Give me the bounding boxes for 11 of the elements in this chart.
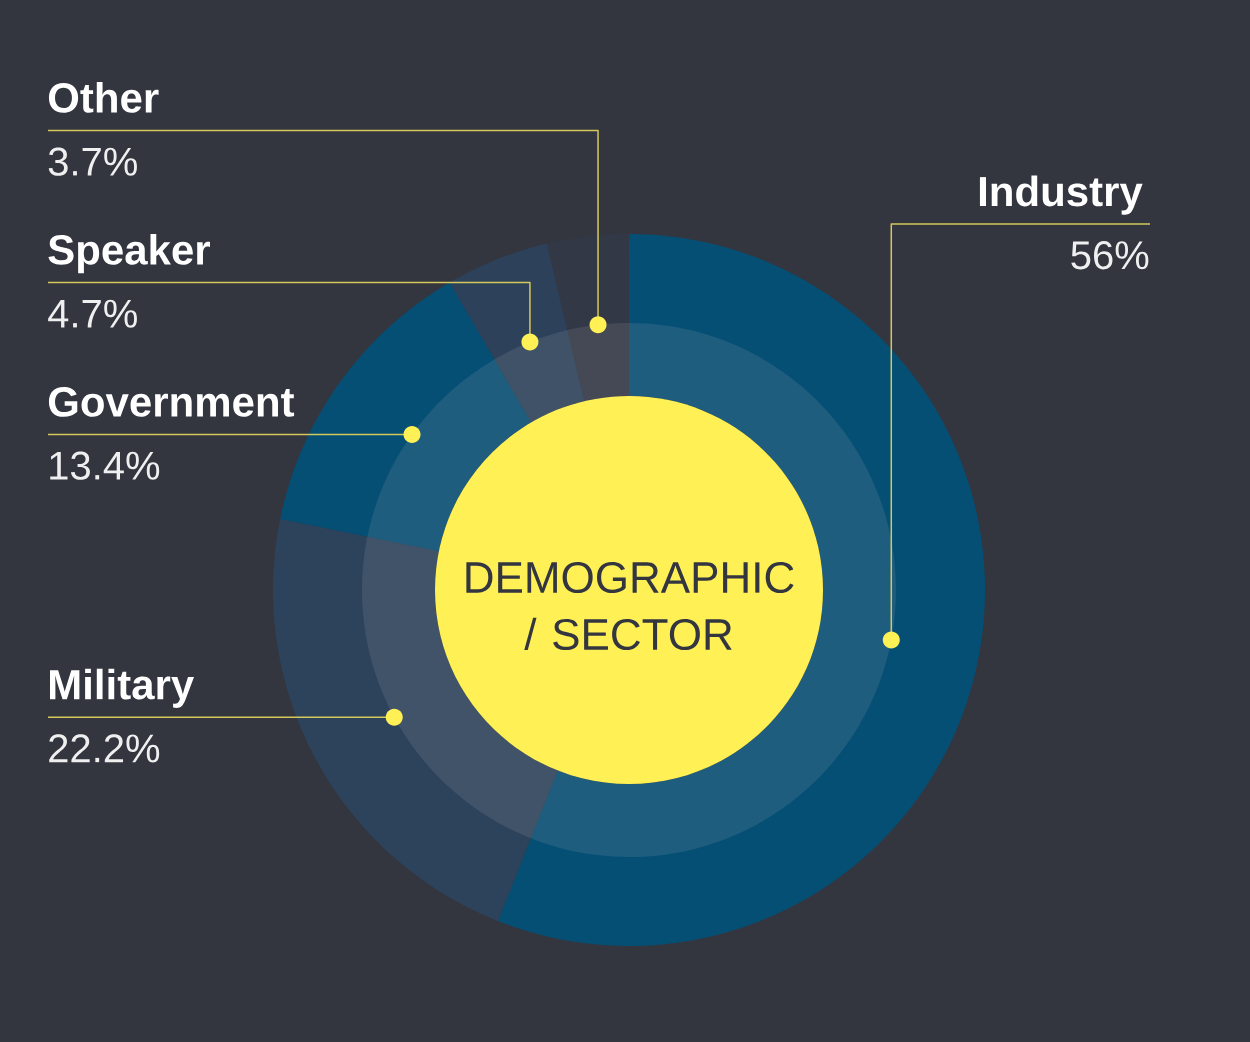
data-label: 22.2%	[49, 734, 160, 763]
slice-label: Other	[48, 81, 159, 113]
text: DEMOGRAPHIC / SECTOR	[466, 561, 794, 651]
slice-label: Industry	[979, 175, 1143, 215]
slice-label: Speaker	[48, 233, 210, 274]
slice-label: Government	[48, 387, 295, 417]
slice-label: Military	[50, 668, 195, 708]
data-label: 3.7%	[48, 147, 137, 176]
data-label: 13.4%	[50, 451, 160, 480]
data-label: 56%	[1071, 241, 1149, 270]
data-label: 4.7%	[48, 299, 137, 328]
